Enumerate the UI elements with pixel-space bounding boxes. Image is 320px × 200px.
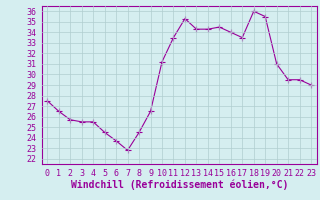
X-axis label: Windchill (Refroidissement éolien,°C): Windchill (Refroidissement éolien,°C)	[70, 179, 288, 190]
